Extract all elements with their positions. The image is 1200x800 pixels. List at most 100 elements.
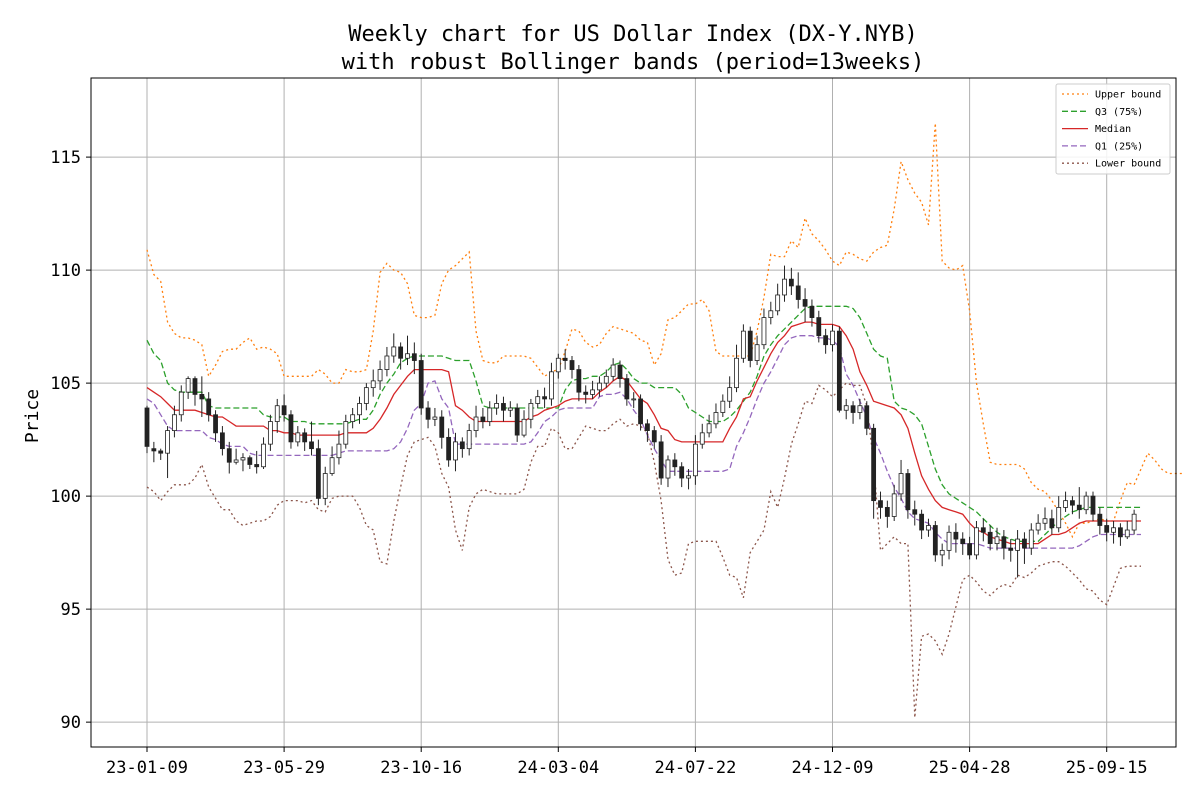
candle-body <box>926 525 931 531</box>
candle-body <box>411 353 417 361</box>
candle-body <box>528 403 534 420</box>
candle-body <box>267 421 273 445</box>
candle-body <box>357 403 362 416</box>
candle-body <box>830 330 835 346</box>
candle-body <box>220 432 225 450</box>
candle-body <box>514 407 520 436</box>
candle-body <box>459 441 465 450</box>
candle-body <box>363 387 369 404</box>
candle-body <box>782 278 787 296</box>
y-tick-label: 95 <box>61 600 81 620</box>
candle-body <box>850 405 856 413</box>
candle-body <box>603 375 609 384</box>
x-tick-label: 24-03-04 <box>517 758 599 778</box>
candle-body <box>315 448 321 499</box>
candle-body <box>1035 522 1041 531</box>
y-axis-label: Price <box>22 389 43 443</box>
legend-box <box>1055 83 1171 175</box>
candle-body <box>1001 536 1007 549</box>
candle-body <box>158 450 164 454</box>
candle-body <box>233 459 239 463</box>
candle-body <box>466 430 472 450</box>
candle-body <box>795 285 801 300</box>
candle-body <box>919 513 925 531</box>
candle-body <box>165 430 170 454</box>
x-tick-label: 23-10-16 <box>380 758 462 778</box>
gridlines <box>91 78 1176 747</box>
candle-body <box>706 423 712 434</box>
candle-body <box>1028 529 1034 549</box>
candle-body <box>144 407 150 447</box>
candle-body <box>542 396 547 400</box>
candle-body <box>535 396 541 404</box>
candle-body <box>1090 495 1096 515</box>
candle-body <box>343 421 349 445</box>
candle-body <box>898 473 904 495</box>
candle-body <box>178 391 184 416</box>
legend-label-median: Median <box>1095 124 1131 135</box>
candle-body <box>788 278 794 287</box>
candle-body <box>1049 518 1055 529</box>
candle-body <box>1022 538 1027 549</box>
candle-body <box>734 357 739 389</box>
candle-body <box>576 369 582 393</box>
candle-body <box>172 414 177 431</box>
y-tick-label: 90 <box>61 713 81 733</box>
x-tick-label: 24-07-22 <box>654 758 736 778</box>
candle-body <box>377 369 383 382</box>
legend-label-q1: Q1 (25%) <box>1095 141 1143 152</box>
candle-body <box>439 416 445 438</box>
candle-body <box>761 317 767 346</box>
candlesticks <box>144 265 1137 578</box>
candle-body <box>823 335 829 346</box>
candle-body <box>302 432 308 443</box>
candle-body <box>569 360 575 370</box>
candle-body <box>425 407 431 420</box>
candle-body <box>727 387 733 402</box>
candle-body <box>884 507 890 517</box>
candle-body <box>151 448 157 452</box>
x-tick-label: 23-05-29 <box>243 758 325 778</box>
candle-body <box>693 443 698 477</box>
candle-body <box>878 500 883 508</box>
chart-title-line-2: with robust Bollinger bands (period=13we… <box>342 50 925 75</box>
candle-body <box>857 405 863 413</box>
candle-body <box>624 378 630 400</box>
candle-body <box>405 353 410 359</box>
candle-body <box>836 330 842 411</box>
candle-body <box>638 398 643 425</box>
candle-body <box>370 380 376 389</box>
candle-body <box>432 416 438 420</box>
legend-label-lower: Lower bound <box>1095 159 1161 170</box>
candle-body <box>1056 507 1062 529</box>
candle-body <box>740 330 746 359</box>
candle-body <box>672 459 678 468</box>
candle-body <box>213 414 218 434</box>
candle-body <box>206 398 212 416</box>
candle-body <box>967 543 972 556</box>
candle-body <box>281 405 287 416</box>
candle-body <box>994 536 1000 544</box>
candle-body <box>562 357 568 361</box>
candle-body <box>939 549 945 556</box>
x-axis: 23-01-09 23-05-29 23-10-16 24-03-04 24-07-22… <box>106 747 1148 778</box>
candle-body <box>288 414 294 443</box>
x-tick-label: 25-09-15 <box>1066 758 1148 778</box>
candle-body <box>699 432 705 445</box>
candle-body <box>322 473 328 499</box>
candle-body <box>631 398 637 401</box>
x-tick-label: 24-12-09 <box>792 758 874 778</box>
candle-body <box>1104 525 1110 533</box>
candle-body <box>768 310 774 318</box>
candle-body <box>398 346 404 359</box>
candle-body <box>254 464 260 468</box>
candle-body <box>816 317 822 337</box>
candle-body <box>597 382 602 391</box>
candle-body <box>665 459 671 479</box>
candle-body <box>960 538 966 544</box>
candle-body <box>1042 518 1048 524</box>
candle-body <box>507 407 513 411</box>
candle-body <box>501 403 506 411</box>
candle-body <box>446 436 452 461</box>
candle-body <box>1063 500 1068 508</box>
